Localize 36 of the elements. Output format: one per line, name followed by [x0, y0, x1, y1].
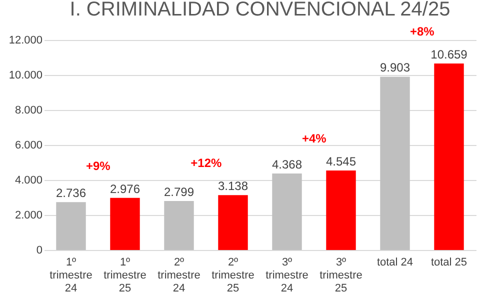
bar	[434, 63, 464, 250]
text: +8%	[410, 24, 435, 38]
data-label: 9.903	[380, 60, 410, 75]
bar	[380, 76, 410, 250]
bar	[56, 202, 86, 250]
x-tick-label: 3º trimestre 24	[266, 256, 308, 294]
x-tick-label: 3º trimestre 25	[320, 256, 362, 294]
data-label: 3.138	[218, 179, 248, 194]
data-label: 4.545	[326, 154, 356, 168]
annotation: +4%	[302, 131, 327, 146]
y-tick-label: 12.000	[8, 34, 42, 46]
annotation: +12%	[190, 156, 222, 170]
bar	[218, 195, 248, 250]
data-label: 10.659	[430, 47, 468, 62]
bar	[326, 170, 356, 250]
x-tick-label: total 25	[430, 256, 468, 268]
chart-title: I. CRIMINALIDAD CONVENCIONAL 24/25	[70, 0, 450, 20]
bar	[272, 174, 302, 250]
data-label: 4.368	[272, 158, 302, 172]
bar	[110, 198, 140, 250]
x-tick-label: total 24	[376, 256, 414, 268]
y-tick-label: 10.000	[8, 70, 42, 82]
y-tick-label: 2.000	[14, 210, 42, 222]
y-tick-label: 4.000	[14, 174, 42, 186]
y-tick-label: 8.000	[14, 104, 42, 116]
data-label: 2.736	[56, 186, 86, 200]
data-label: 2.799	[164, 185, 194, 200]
y-tick-label: 0	[36, 244, 42, 256]
x-tick-label: 1º trimestre 24	[50, 256, 92, 294]
x-tick-label: 1º trimestre 25	[104, 256, 146, 294]
bar	[164, 201, 194, 250]
x-tick-label: 2º trimestre 24	[158, 256, 200, 294]
y-tick-label: 6.000	[14, 140, 42, 152]
data-label: 2.976	[110, 182, 140, 196]
annotation: +9%	[86, 158, 111, 173]
x-tick-label: 2º trimestre 25	[212, 256, 254, 294]
